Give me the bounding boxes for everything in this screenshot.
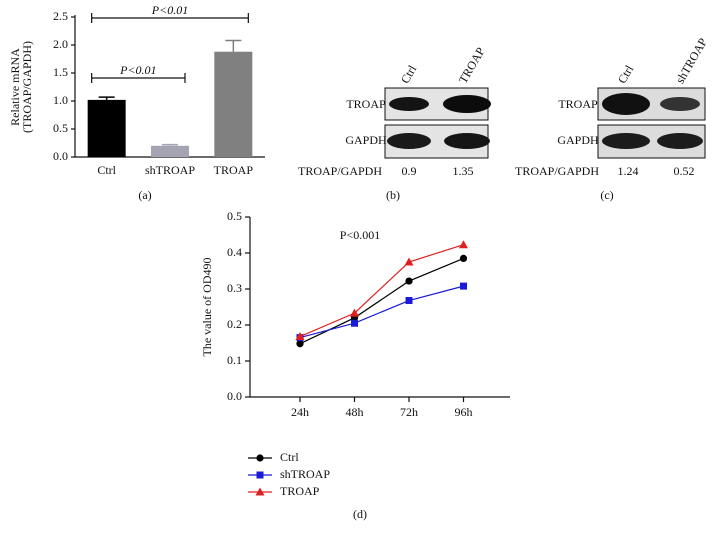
panel-label: (c) xyxy=(600,188,613,202)
column-label: Ctrl xyxy=(615,62,637,86)
annotation: P<0.01 xyxy=(119,63,156,77)
row-label: TROAP xyxy=(346,97,386,111)
ratio-value: 0.52 xyxy=(674,164,695,178)
annotation: P<0.01 xyxy=(151,3,188,17)
row-label: GAPDH xyxy=(345,133,387,147)
legend-label: TROAP xyxy=(280,484,320,498)
y-axis-label: Relative mRNA xyxy=(8,48,22,126)
legend-marker xyxy=(255,487,265,496)
ratio-value: 0.9 xyxy=(402,164,417,178)
bar xyxy=(87,99,126,157)
x-tick-label: 48h xyxy=(346,405,364,419)
bracket xyxy=(91,73,186,83)
column-label: TROAP xyxy=(456,45,488,86)
panel-label: (a) xyxy=(138,188,151,202)
band xyxy=(387,133,431,149)
y-tick-label: 1.0 xyxy=(53,93,68,107)
y-axis-label: (TROAP/GAPDH) xyxy=(20,41,34,133)
y-tick-label: 0.3 xyxy=(227,281,242,295)
point xyxy=(350,308,359,317)
point xyxy=(295,332,305,341)
ratio-label: TROAP/GAPDH xyxy=(515,164,599,178)
x-tick-label: 72h xyxy=(400,405,418,419)
y-axis-label: The value of OD490 xyxy=(200,258,214,357)
ratio-value: 1.35 xyxy=(453,164,474,178)
point xyxy=(296,340,304,348)
point xyxy=(404,257,414,266)
x-tick-label: 96h xyxy=(455,405,473,419)
legend-label: Ctrl xyxy=(280,450,299,464)
y-tick-label: 2.5 xyxy=(53,9,68,23)
legend-label: shTROAP xyxy=(280,467,330,481)
band xyxy=(443,95,491,113)
row-label: GAPDH xyxy=(557,133,599,147)
y-tick-label: 0.5 xyxy=(227,209,242,223)
annotation: P<0.001 xyxy=(340,228,380,242)
point xyxy=(405,277,413,285)
y-tick-label: 0.1 xyxy=(227,353,242,367)
column-label: shTROAP xyxy=(673,35,710,86)
panel-label: (b) xyxy=(386,188,400,202)
y-tick-label: 0.0 xyxy=(53,149,68,163)
band xyxy=(602,133,650,149)
panel-label: (d) xyxy=(353,507,367,521)
line xyxy=(299,244,464,338)
point xyxy=(459,254,468,262)
y-tick-label: 0.4 xyxy=(227,245,242,259)
band xyxy=(389,97,429,111)
y-tick-label: 0.5 xyxy=(53,121,68,135)
band xyxy=(657,133,703,149)
point xyxy=(405,297,413,305)
legend-marker xyxy=(256,454,264,462)
bracket xyxy=(91,13,249,23)
line xyxy=(299,285,464,339)
x-tick-label: shTROAP xyxy=(145,163,195,177)
y-tick-label: 0.2 xyxy=(227,317,242,331)
legend-marker xyxy=(256,471,264,479)
point xyxy=(459,240,468,249)
bar xyxy=(151,145,189,157)
bar xyxy=(214,51,253,157)
band xyxy=(444,133,490,149)
ratio-value: 1.24 xyxy=(618,164,639,178)
point xyxy=(351,319,358,327)
band xyxy=(660,97,700,111)
ratio-label: TROAP/GAPDH xyxy=(298,164,382,178)
axis xyxy=(249,217,510,398)
x-tick-label: Ctrl xyxy=(97,163,116,177)
error-bar xyxy=(225,39,242,52)
error-bar xyxy=(162,143,178,146)
column-label: Ctrl xyxy=(398,62,420,86)
point xyxy=(460,282,467,290)
row-label: TROAP xyxy=(558,97,598,111)
y-tick-label: 0.0 xyxy=(227,389,242,403)
x-tick-label: 24h xyxy=(291,405,309,419)
y-tick-label: 2.0 xyxy=(53,37,68,51)
band xyxy=(602,93,650,115)
error-bar xyxy=(98,96,115,100)
x-tick-label: TROAP xyxy=(214,163,254,177)
y-tick-label: 1.5 xyxy=(53,65,68,79)
